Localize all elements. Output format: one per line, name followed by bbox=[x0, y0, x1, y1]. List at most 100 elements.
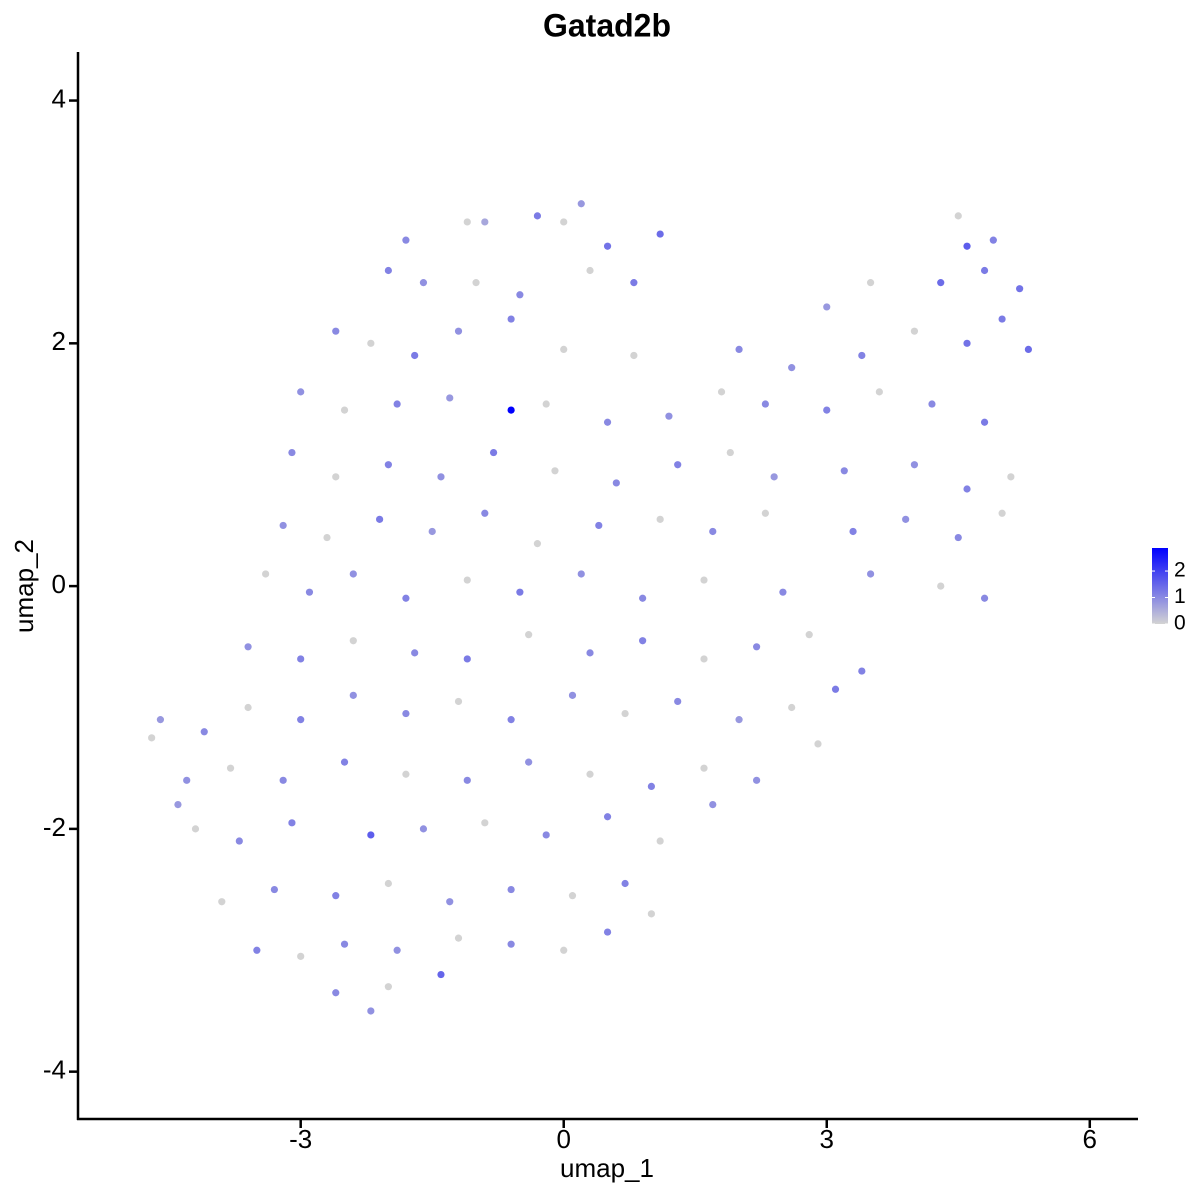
point bbox=[323, 533, 331, 542]
point bbox=[463, 576, 471, 584]
point bbox=[586, 266, 594, 275]
point bbox=[595, 521, 603, 530]
point bbox=[288, 819, 296, 827]
point bbox=[814, 740, 822, 748]
point bbox=[1016, 285, 1024, 293]
point bbox=[411, 649, 419, 657]
point bbox=[156, 716, 165, 724]
point bbox=[577, 570, 585, 578]
point bbox=[437, 970, 445, 979]
point bbox=[340, 940, 349, 948]
point bbox=[183, 776, 191, 784]
point bbox=[463, 218, 471, 226]
point bbox=[332, 327, 340, 335]
point bbox=[998, 509, 1006, 517]
point bbox=[507, 406, 515, 414]
point bbox=[533, 212, 542, 220]
point bbox=[998, 315, 1006, 323]
point bbox=[586, 649, 594, 657]
point bbox=[218, 898, 226, 906]
y-tick-label: 4 bbox=[52, 83, 66, 113]
point bbox=[963, 485, 971, 493]
point bbox=[525, 631, 533, 639]
point bbox=[454, 934, 463, 942]
point bbox=[603, 242, 612, 250]
point bbox=[603, 928, 612, 936]
point bbox=[621, 709, 629, 718]
point bbox=[586, 770, 594, 778]
point bbox=[779, 588, 787, 596]
colorbar bbox=[1152, 548, 1168, 624]
point bbox=[630, 351, 638, 360]
point bbox=[332, 989, 340, 997]
point bbox=[507, 940, 515, 948]
point bbox=[788, 364, 796, 372]
point bbox=[411, 351, 419, 360]
point bbox=[656, 837, 664, 845]
point bbox=[875, 388, 883, 396]
point bbox=[831, 685, 840, 693]
point bbox=[937, 582, 945, 590]
point bbox=[525, 758, 533, 766]
x-tick-label: -3 bbox=[289, 1124, 312, 1154]
point bbox=[419, 825, 428, 833]
point bbox=[866, 279, 875, 287]
point bbox=[297, 388, 305, 396]
y-tick-label: 0 bbox=[52, 569, 66, 599]
point bbox=[244, 643, 252, 651]
point bbox=[761, 400, 769, 408]
point bbox=[647, 910, 655, 918]
point bbox=[700, 576, 708, 584]
point bbox=[753, 776, 761, 784]
point bbox=[279, 521, 287, 530]
point bbox=[463, 655, 471, 663]
y-axis-label: umap_2 bbox=[9, 539, 39, 633]
point bbox=[402, 770, 410, 778]
point bbox=[656, 230, 664, 238]
point bbox=[437, 473, 445, 481]
x-tick-label: 6 bbox=[1083, 1124, 1097, 1154]
point bbox=[963, 339, 971, 347]
point bbox=[507, 315, 515, 323]
point bbox=[954, 212, 962, 220]
point bbox=[603, 418, 612, 426]
point bbox=[823, 406, 831, 414]
point bbox=[700, 655, 708, 663]
point bbox=[244, 703, 252, 712]
point bbox=[761, 509, 769, 517]
point bbox=[481, 819, 489, 827]
point bbox=[148, 734, 156, 742]
point bbox=[235, 837, 243, 845]
point bbox=[954, 533, 962, 542]
point bbox=[402, 594, 410, 602]
point bbox=[454, 697, 463, 706]
point bbox=[647, 782, 655, 790]
point bbox=[288, 448, 296, 457]
point bbox=[376, 515, 384, 523]
point bbox=[297, 655, 305, 663]
point bbox=[454, 327, 463, 335]
point bbox=[788, 703, 796, 712]
colorbar-tick-label: 1 bbox=[1174, 585, 1186, 608]
point bbox=[402, 709, 410, 718]
point bbox=[963, 242, 971, 250]
point bbox=[481, 218, 489, 226]
point bbox=[1024, 345, 1033, 354]
point bbox=[340, 758, 349, 766]
point bbox=[980, 418, 989, 426]
point bbox=[937, 279, 945, 287]
point bbox=[735, 345, 743, 354]
point bbox=[560, 946, 568, 954]
point bbox=[384, 266, 392, 275]
point bbox=[717, 388, 726, 396]
point bbox=[910, 461, 919, 469]
point bbox=[507, 885, 515, 894]
point bbox=[253, 946, 261, 954]
point bbox=[560, 218, 568, 226]
point bbox=[735, 716, 743, 724]
point bbox=[612, 479, 620, 487]
point bbox=[226, 764, 235, 772]
point bbox=[419, 279, 428, 287]
point bbox=[674, 461, 682, 469]
point bbox=[349, 570, 357, 578]
